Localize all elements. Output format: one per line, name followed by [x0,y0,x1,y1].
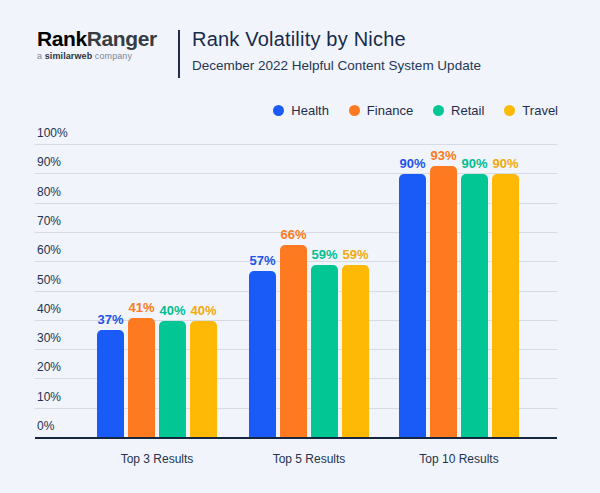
bar-group-top-5-results: 57% 66% 59% 59% [249,227,369,438]
bar-value-label: 90% [492,156,518,171]
bar-column: 57% [249,253,276,438]
bar-finance [128,318,155,438]
rankranger-logo: RankRanger a similarweb company [37,27,157,61]
y-axis-tick-label: 100% [37,126,68,140]
legend-item-health: Health [273,103,329,118]
bar-travel [342,265,369,438]
bar-health [97,330,124,438]
bar-finance [430,166,457,438]
bar-value-label: 37% [97,312,123,327]
y-axis-tick-label: 40% [37,302,61,316]
bar-column: 41% [128,300,155,438]
bar-retail [461,174,488,438]
tagline-similarweb: similarweb [45,51,93,61]
header-divider [178,30,180,78]
chart-legend: Health Finance Retail Travel [273,103,558,118]
y-axis-tick-label: 80% [37,185,61,199]
y-axis-tick-label: 70% [37,214,61,228]
rankranger-logo-text: RankRanger [37,27,157,50]
bar-value-label: 40% [190,303,216,318]
x-axis-category-label: Top 3 Results [87,452,227,466]
rank-volatility-report: RankRanger a similarweb company Rank Vol… [0,0,600,493]
y-axis-tick-label: 90% [37,155,61,169]
y-axis-tick-label: 0% [37,419,54,433]
bar-group-top-10-results: 90% 93% 90% 90% [399,148,519,438]
tagline-suffix: company [92,51,132,61]
y-axis-tick-label: 20% [37,360,61,374]
bar-column: 90% [461,156,488,438]
legend-dot-icon [433,105,444,116]
legend-item-finance: Finance [349,103,413,118]
y-axis-tick-label: 50% [37,273,61,287]
bar-value-label: 90% [461,156,487,171]
tagline-prefix: a [37,51,45,61]
legend-label: Travel [522,103,558,118]
similarweb-tagline: a similarweb company [37,51,157,61]
bar-column: 40% [190,303,217,438]
legend-label: Finance [367,103,413,118]
bar-value-label: 66% [280,227,306,242]
logo-ranger: Ranger [87,27,157,50]
legend-item-travel: Travel [504,103,558,118]
page-title: Rank Volatility by Niche [192,28,481,51]
bar-health [249,271,276,438]
x-axis-category-label: Top 5 Results [239,452,379,466]
gridline [35,144,557,145]
bar-column: 90% [399,156,426,438]
bar-value-label: 40% [159,303,185,318]
bar-group-top-3-results: 37% 41% 40% 40% [97,300,217,438]
bar-value-label: 90% [399,156,425,171]
bar-column: 40% [159,303,186,438]
y-axis-tick-label: 60% [37,243,61,257]
bar-chart: 0%10%20%30%40%50%60%70%80%90%100% 37%41%… [35,145,557,438]
legend-item-retail: Retail [433,103,484,118]
legend-dot-icon [349,105,360,116]
bar-travel [190,321,217,438]
bar-column: 59% [311,247,338,438]
logo-rank: Rank [37,27,87,50]
bar-finance [280,245,307,438]
bar-column: 59% [342,247,369,438]
legend-label: Retail [451,103,484,118]
x-axis-category-label: Top 10 Results [389,452,529,466]
bar-value-label: 59% [311,247,337,262]
y-axis-tick-label: 10% [37,390,61,404]
bar-health [399,174,426,438]
y-axis-tick-label: 30% [37,331,61,345]
legend-dot-icon [504,105,515,116]
bar-retail [159,321,186,438]
legend-label: Health [291,103,329,118]
page-subtitle: December 2022 Helpful Content System Upd… [192,58,481,73]
bar-value-label: 59% [342,247,368,262]
bar-column: 93% [430,148,457,438]
bar-value-label: 57% [249,253,275,268]
bar-retail [311,265,338,438]
bar-value-label: 93% [430,148,456,163]
bar-column: 37% [97,312,124,438]
bar-column: 90% [492,156,519,438]
title-block: Rank Volatility by Niche December 2022 H… [192,28,481,73]
legend-dot-icon [273,105,284,116]
bar-travel [492,174,519,438]
bar-value-label: 41% [128,300,154,315]
x-axis-line [35,437,557,439]
bar-column: 66% [280,227,307,438]
